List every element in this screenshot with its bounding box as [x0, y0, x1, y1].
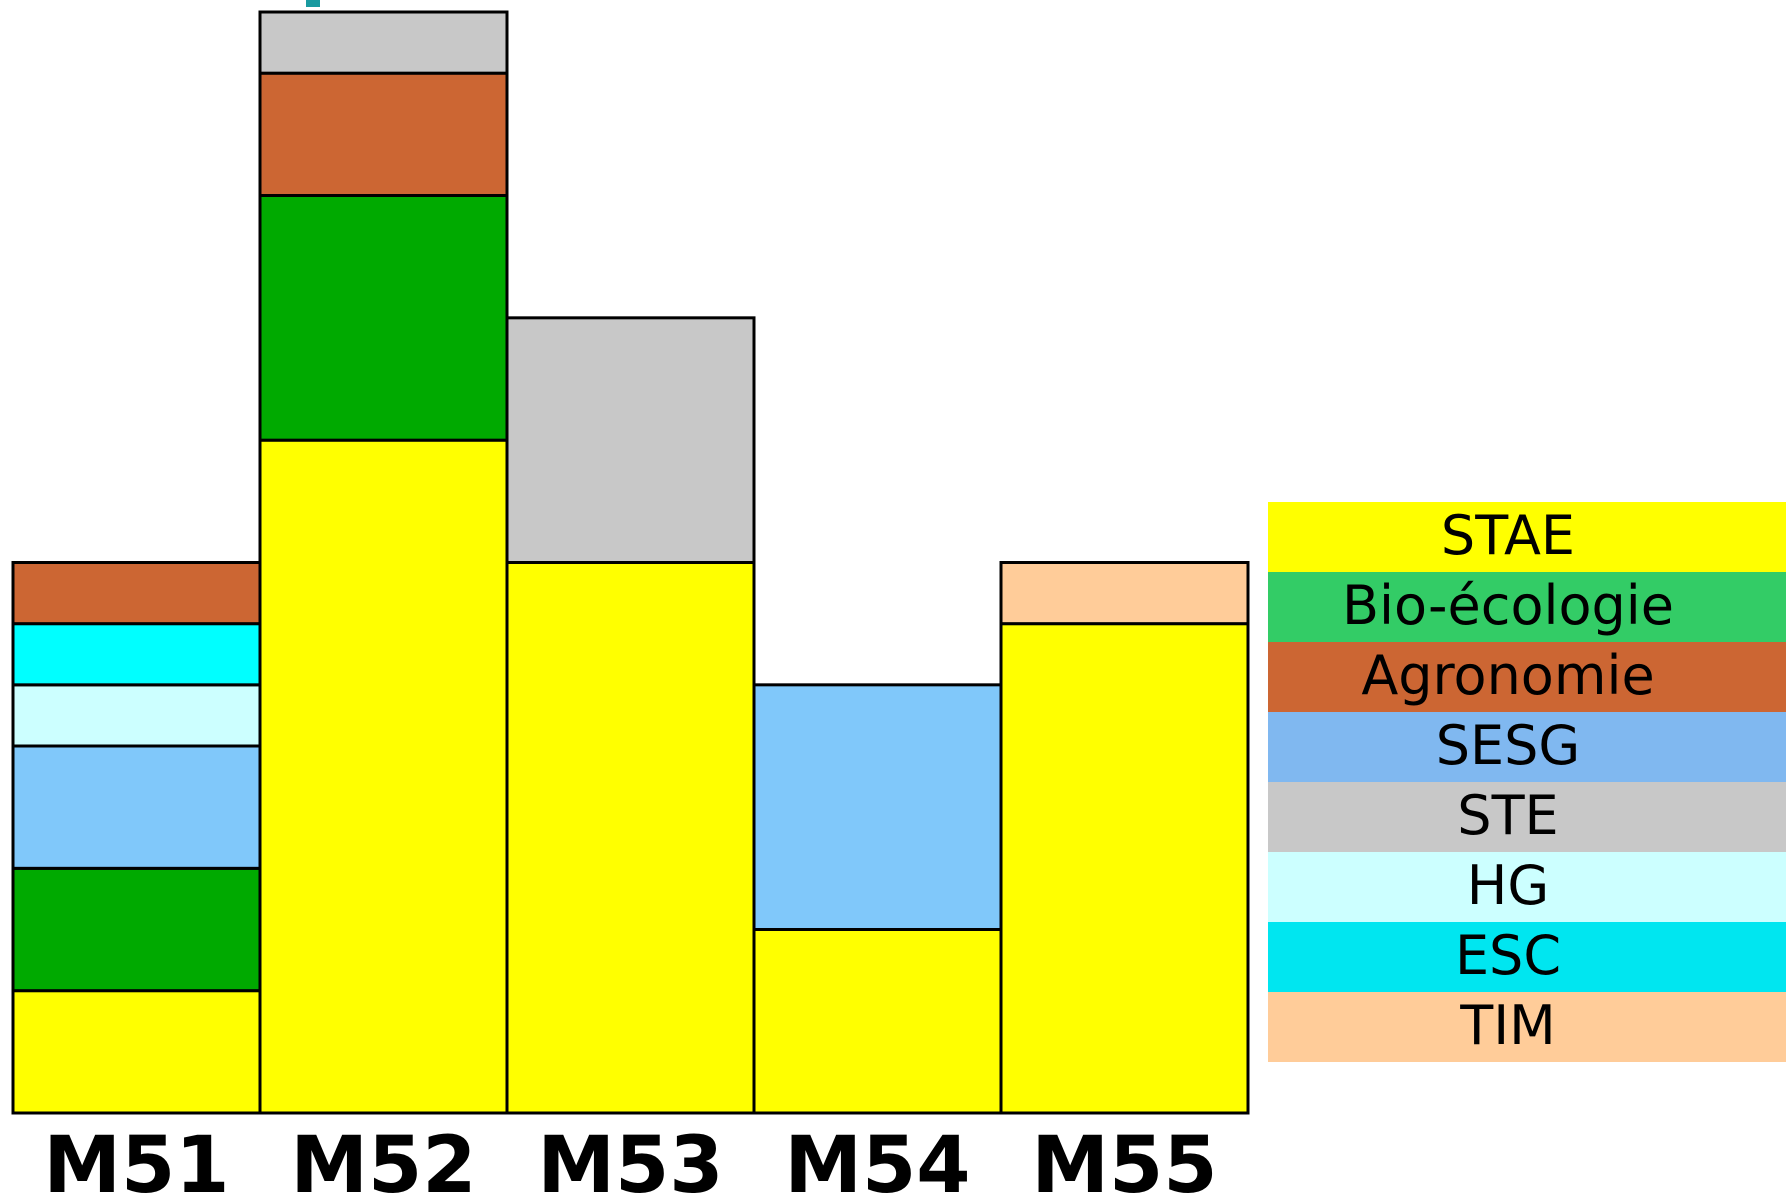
category-label-m52: M52: [290, 1121, 476, 1202]
legend-swatch-esc: [1268, 922, 1786, 992]
legend-swatch-bio-cologie: [1268, 572, 1786, 642]
cropped-title-fragment: [306, 0, 320, 7]
bar-segment-m51-agronomie: [11, 561, 262, 626]
bars-layer: [11, 10, 1250, 1115]
legend-swatch-tim: [1268, 992, 1786, 1062]
bar-segment-m52-stae: [258, 438, 509, 1115]
bar-segment-m52-bio-cologie: [258, 194, 509, 442]
legend-label-hg: HG: [1467, 854, 1549, 917]
bar-segment-m51-bio-cologie: [11, 866, 262, 993]
bar-segment-m51-hg: [11, 683, 262, 748]
legend-swatch-sesg: [1268, 712, 1786, 782]
legend-swatch-agronomie: [1268, 642, 1786, 712]
bar-segment-m51-sesg: [11, 744, 262, 870]
bar-segment-m55-stae: [999, 622, 1250, 1115]
bar-segment-m51-esc: [11, 622, 262, 687]
category-labels: M51 M52 M53 M54 M55: [43, 1121, 1217, 1202]
bar-segment-m54-stae: [752, 928, 1003, 1115]
legend-label-agronomie: Agronomie: [1361, 644, 1654, 707]
category-label-m51: M51: [43, 1121, 229, 1202]
legend: STAE Bio-écologie Agronomie SESG STE HG ESC TIM: [1268, 502, 1786, 1062]
bar-segment-m51-stae: [11, 989, 262, 1115]
bar-segment-m53-ste: [505, 316, 756, 565]
category-label-m54: M54: [784, 1121, 970, 1202]
bar-segment-m55-tim: [999, 561, 1250, 626]
legend-swatch-stae: [1268, 502, 1786, 572]
legend-label-sesg: SESG: [1436, 714, 1581, 777]
bar-segment-m54-sesg: [752, 683, 1003, 931]
legend-label-ste: STE: [1457, 784, 1558, 847]
bar-segment-m52-ste: [258, 10, 509, 75]
bar-segment-m53-stae: [505, 561, 756, 1115]
category-label-m55: M55: [1031, 1121, 1217, 1202]
legend-swatch-ste: [1268, 782, 1786, 852]
legend-label-bio-cologie: Bio-écologie: [1342, 574, 1674, 637]
legend-swatch-hg: [1268, 852, 1786, 922]
legend-label-stae: STAE: [1441, 504, 1575, 567]
legend-label-esc: ESC: [1455, 924, 1561, 987]
legend-label-tim: TIM: [1459, 994, 1556, 1057]
bar-segment-m52-agronomie: [258, 71, 509, 197]
category-label-m53: M53: [537, 1121, 723, 1202]
